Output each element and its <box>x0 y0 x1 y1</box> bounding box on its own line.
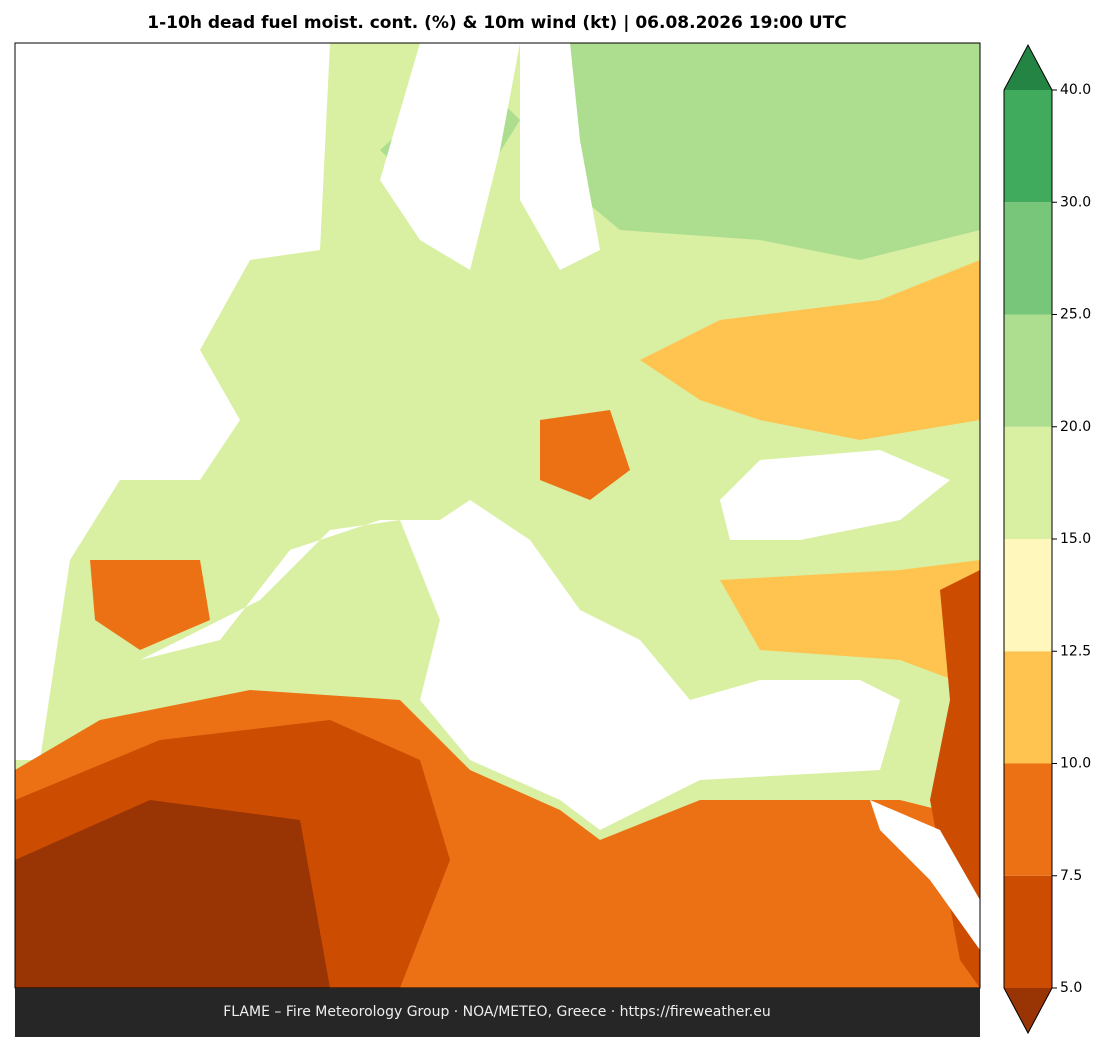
colorbar-tick-label: 5.0 <box>1060 980 1082 996</box>
colorbar-band <box>1004 651 1052 764</box>
map-title: 1-10h dead fuel moist. cont. (%) & 10m w… <box>147 13 846 33</box>
iberia-dry <box>90 560 210 650</box>
baltic <box>520 43 600 270</box>
colorbar-over <box>1004 45 1052 90</box>
north-green <box>560 43 980 260</box>
colorbar-tick-label: 15.0 <box>1060 531 1091 547</box>
atlantic <box>15 43 330 760</box>
colorbar-band <box>1004 202 1052 315</box>
footer-text: FLAME – Fire Meteorology Group · NOA/MET… <box>223 1004 771 1020</box>
colorbar-tick-label: 40.0 <box>1060 82 1091 98</box>
colorbar-band <box>1004 314 1052 427</box>
mediterranean <box>140 500 900 830</box>
footer-bar <box>15 988 980 1037</box>
colorbar-tick-label: 20.0 <box>1060 419 1091 435</box>
north-sea <box>380 43 520 270</box>
colorbar-band <box>1004 875 1052 988</box>
anatolia-dry <box>720 560 980 690</box>
colorbar-tick-label: 7.5 <box>1060 868 1082 884</box>
ukraine-dry <box>640 260 980 440</box>
hungary-dry <box>540 410 630 500</box>
colorbar-band <box>1004 90 1052 203</box>
colorbar: 5.0 7.5 10.0 12.5 15.0 20.0 25.0 30.0 40.0 <box>1003 43 1091 1035</box>
colorbar-band <box>1004 426 1052 539</box>
colorbar-under <box>1004 988 1052 1033</box>
sahara-driest <box>15 800 330 988</box>
colorbar-band <box>1004 763 1052 876</box>
colorbar-tick-label: 12.5 <box>1060 643 1091 659</box>
map <box>15 43 980 988</box>
colorbar-tick-label: 10.0 <box>1060 756 1091 772</box>
colorbar-band <box>1004 539 1052 652</box>
black-sea <box>720 450 950 540</box>
colorbar-tick-label: 30.0 <box>1060 194 1091 210</box>
colorbar-tick-label: 25.0 <box>1060 307 1091 323</box>
red-sea <box>870 800 980 950</box>
